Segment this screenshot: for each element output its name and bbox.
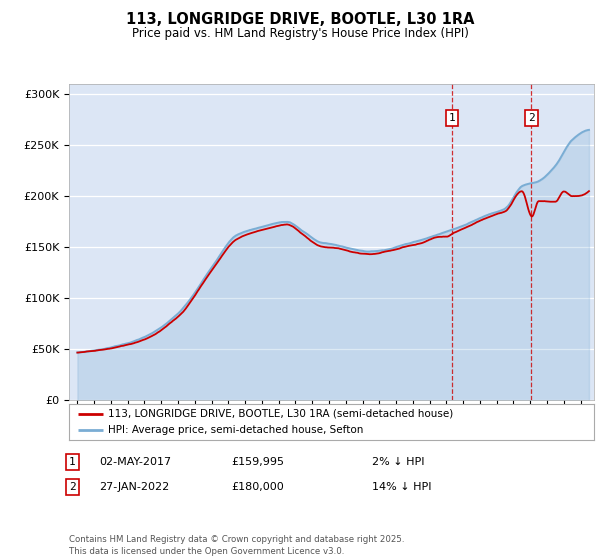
Text: 1: 1 [69,457,76,467]
Text: £159,995: £159,995 [231,457,284,467]
Text: Price paid vs. HM Land Registry's House Price Index (HPI): Price paid vs. HM Land Registry's House … [131,27,469,40]
Text: 1: 1 [449,113,455,123]
Text: Contains HM Land Registry data © Crown copyright and database right 2025.
This d: Contains HM Land Registry data © Crown c… [69,535,404,556]
Text: 02-MAY-2017: 02-MAY-2017 [99,457,171,467]
Text: 113, LONGRIDGE DRIVE, BOOTLE, L30 1RA: 113, LONGRIDGE DRIVE, BOOTLE, L30 1RA [126,12,474,27]
Text: 2: 2 [528,113,535,123]
Text: 113, LONGRIDGE DRIVE, BOOTLE, L30 1RA (semi-detached house): 113, LONGRIDGE DRIVE, BOOTLE, L30 1RA (s… [109,409,454,419]
Text: 2: 2 [69,482,76,492]
Text: 2% ↓ HPI: 2% ↓ HPI [372,457,425,467]
Text: 27-JAN-2022: 27-JAN-2022 [99,482,169,492]
Text: HPI: Average price, semi-detached house, Sefton: HPI: Average price, semi-detached house,… [109,425,364,435]
Text: 14% ↓ HPI: 14% ↓ HPI [372,482,431,492]
Text: £180,000: £180,000 [231,482,284,492]
